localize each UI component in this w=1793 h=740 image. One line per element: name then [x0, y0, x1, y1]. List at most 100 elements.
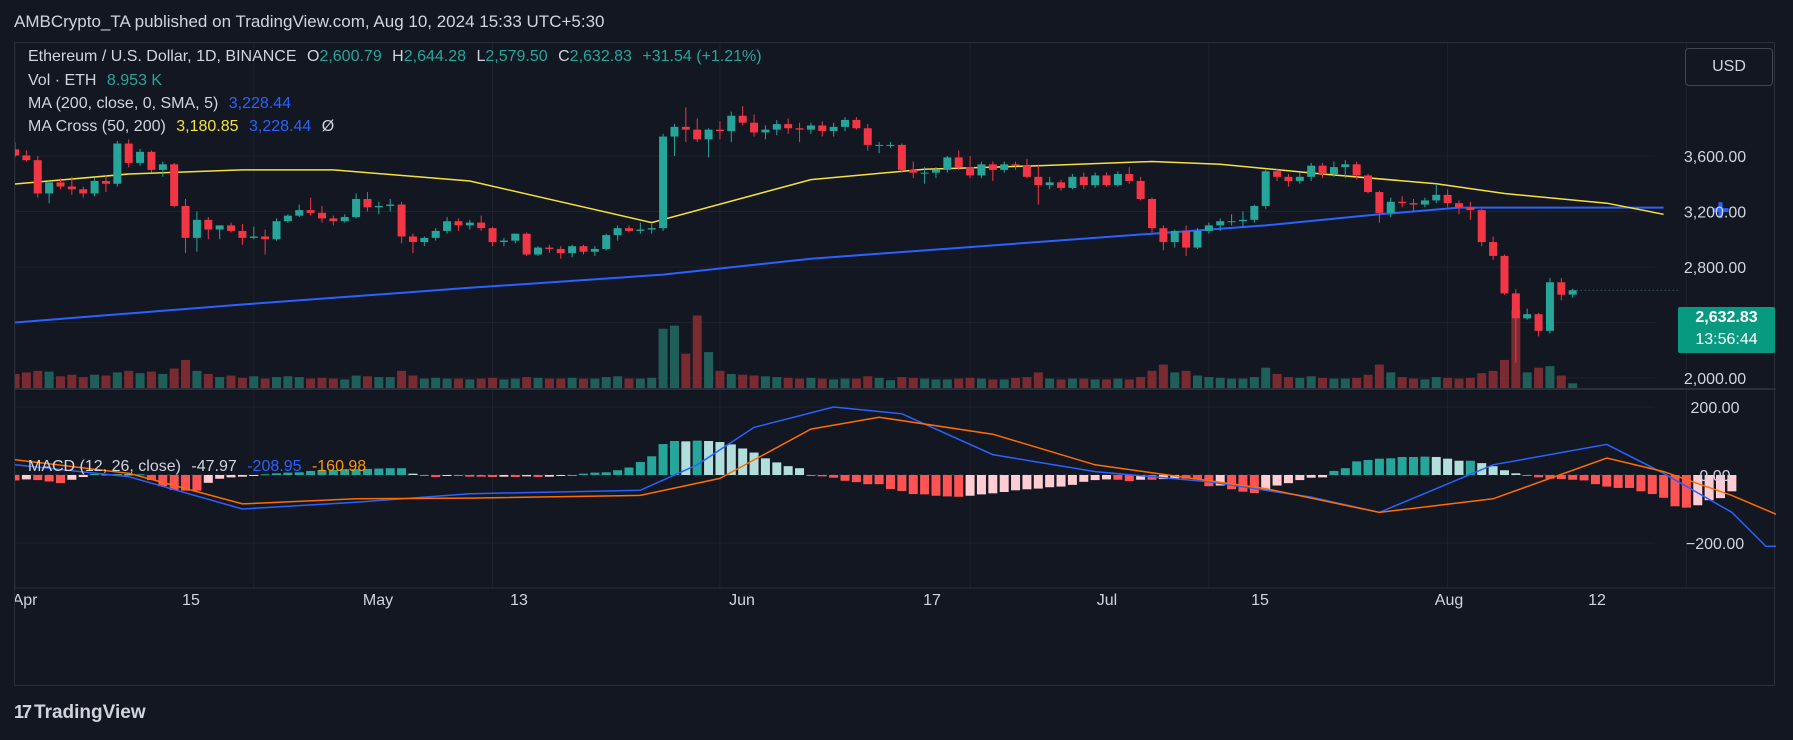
tradingview-logo[interactable]: 17 TradingView: [14, 702, 146, 724]
volume-bar: [738, 374, 748, 388]
volume-bar: [760, 376, 770, 388]
ma-cross-legend[interactable]: MA Cross (50, 200) 3,180.85 3,228.44 Ø: [28, 118, 340, 136]
volume-bar: [1386, 372, 1396, 388]
macd-histogram-bar: [601, 472, 611, 475]
volume-bar: [21, 372, 31, 388]
candle-body: [522, 233, 531, 255]
macd-histogram-bar: [1238, 475, 1248, 492]
candle-body: [1136, 180, 1145, 200]
currency-button[interactable]: USD: [1685, 48, 1773, 86]
chart-frame[interactable]: 3,600.003,200.002,800.002,400.002,000.00…: [14, 42, 1776, 687]
volume-bar: [567, 377, 577, 388]
candle-body: [1545, 282, 1554, 331]
volume-bar: [1443, 377, 1453, 388]
volume-bar: [67, 374, 77, 388]
price-tick-label: 2,000.00: [1684, 371, 1746, 388]
candle-body: [829, 126, 838, 132]
macd-histogram-bar: [1693, 475, 1703, 506]
candle-body: [1500, 255, 1509, 294]
candle-body: [1011, 164, 1020, 166]
volume-bar: [124, 370, 134, 388]
candle-body: [147, 151, 156, 170]
volume-bar: [885, 380, 895, 388]
candle-body: [1170, 230, 1179, 243]
ma-legend[interactable]: MA (200, close, 0, SMA, 5) 3,228.44: [28, 95, 297, 113]
candle-body: [977, 164, 986, 176]
volume-bar: [135, 373, 145, 388]
macd-histogram-bar: [215, 475, 225, 479]
volume-bar: [522, 377, 532, 388]
candle-body: [1398, 201, 1407, 204]
macd-histogram-bar: [510, 475, 520, 478]
volume-bar: [419, 378, 429, 388]
volume-bar: [1545, 366, 1555, 388]
candle-body: [1386, 201, 1395, 213]
macd-histogram-bar: [965, 475, 975, 496]
volume-bar: [1079, 378, 1089, 388]
candle-body: [386, 204, 395, 206]
macd-histogram-bar: [1318, 475, 1328, 478]
macd-histogram-bar: [567, 475, 577, 476]
candle-body: [90, 180, 99, 194]
volume-bar: [669, 325, 679, 388]
macd-histogram-bar: [658, 444, 668, 475]
macd-histogram-bar: [15, 475, 20, 481]
candle-body: [1000, 164, 1009, 170]
macd-histogram-bar: [954, 475, 964, 497]
macd-histogram-bar: [863, 475, 873, 485]
macd-histogram-bar: [1136, 475, 1146, 480]
macd-histogram-bar: [1454, 460, 1464, 475]
macd-histogram-bar: [306, 470, 316, 475]
candle-body: [875, 144, 884, 146]
volume-bar: [806, 377, 816, 388]
macd-histogram-bar: [738, 448, 748, 475]
macd-histogram-bar: [1329, 470, 1339, 475]
volume-legend[interactable]: Vol · ETH 8.953 K: [28, 72, 168, 90]
candle-body: [909, 169, 918, 173]
macd-histogram-bar: [1545, 475, 1555, 479]
macd-histogram-bar: [1602, 475, 1612, 487]
macd-histogram-bar: [33, 475, 43, 481]
candle-body: [966, 167, 975, 176]
macd-legend[interactable]: MACD (12, 26, close) -47.97 -208.95 -160…: [28, 458, 372, 476]
macd-histogram-bar: [453, 475, 463, 477]
macd-line-value: -208.95: [247, 458, 302, 475]
volume-bar: [647, 377, 657, 388]
macd-tick-label: 0.00: [1699, 468, 1730, 485]
macd-histogram-bar: [1090, 475, 1100, 481]
macd-histogram-bar: [1590, 475, 1600, 485]
macd-histogram-bar: [647, 456, 657, 475]
symbol-title[interactable]: Ethereum / U.S. Dollar, 1D, BINANCE: [28, 48, 297, 65]
volume-bar: [294, 377, 304, 388]
macd-histogram-bar: [897, 475, 907, 491]
ma-cross-fast-value: 3,180.85: [176, 118, 239, 135]
candle-body: [1364, 175, 1373, 193]
volume-bar: [1227, 378, 1237, 388]
macd-histogram-bar: [476, 475, 486, 477]
candle-body: [954, 157, 963, 168]
macd-histogram-bar: [931, 475, 941, 496]
volume-bar: [488, 377, 498, 388]
macd-histogram-bar: [1249, 475, 1259, 494]
macd-histogram-bar: [55, 475, 65, 484]
macd-histogram-bar: [203, 475, 213, 483]
time-tick-label: 15: [182, 592, 200, 609]
macd-histogram-bar: [772, 462, 782, 475]
volume-bar: [863, 376, 873, 388]
volume-bar: [1147, 370, 1157, 388]
volume-bar: [908, 377, 918, 388]
close-value: 2,632.83: [569, 48, 632, 65]
candle-body: [670, 126, 679, 137]
volume-bar: [613, 376, 623, 388]
macd-histogram-bar: [1431, 456, 1441, 475]
macd-histogram-bar: [1011, 475, 1021, 491]
chart-canvas[interactable]: 3,600.003,200.002,800.002,400.002,000.00…: [15, 43, 1776, 687]
volume-label: Vol · ETH: [28, 72, 97, 89]
volume-bar: [544, 378, 554, 388]
volume-bar: [33, 370, 43, 388]
candle-body: [1454, 203, 1463, 208]
volume-bar: [340, 379, 350, 388]
volume-bar: [533, 377, 543, 388]
volume-bar: [283, 376, 293, 388]
volume-bar: [1102, 379, 1112, 388]
